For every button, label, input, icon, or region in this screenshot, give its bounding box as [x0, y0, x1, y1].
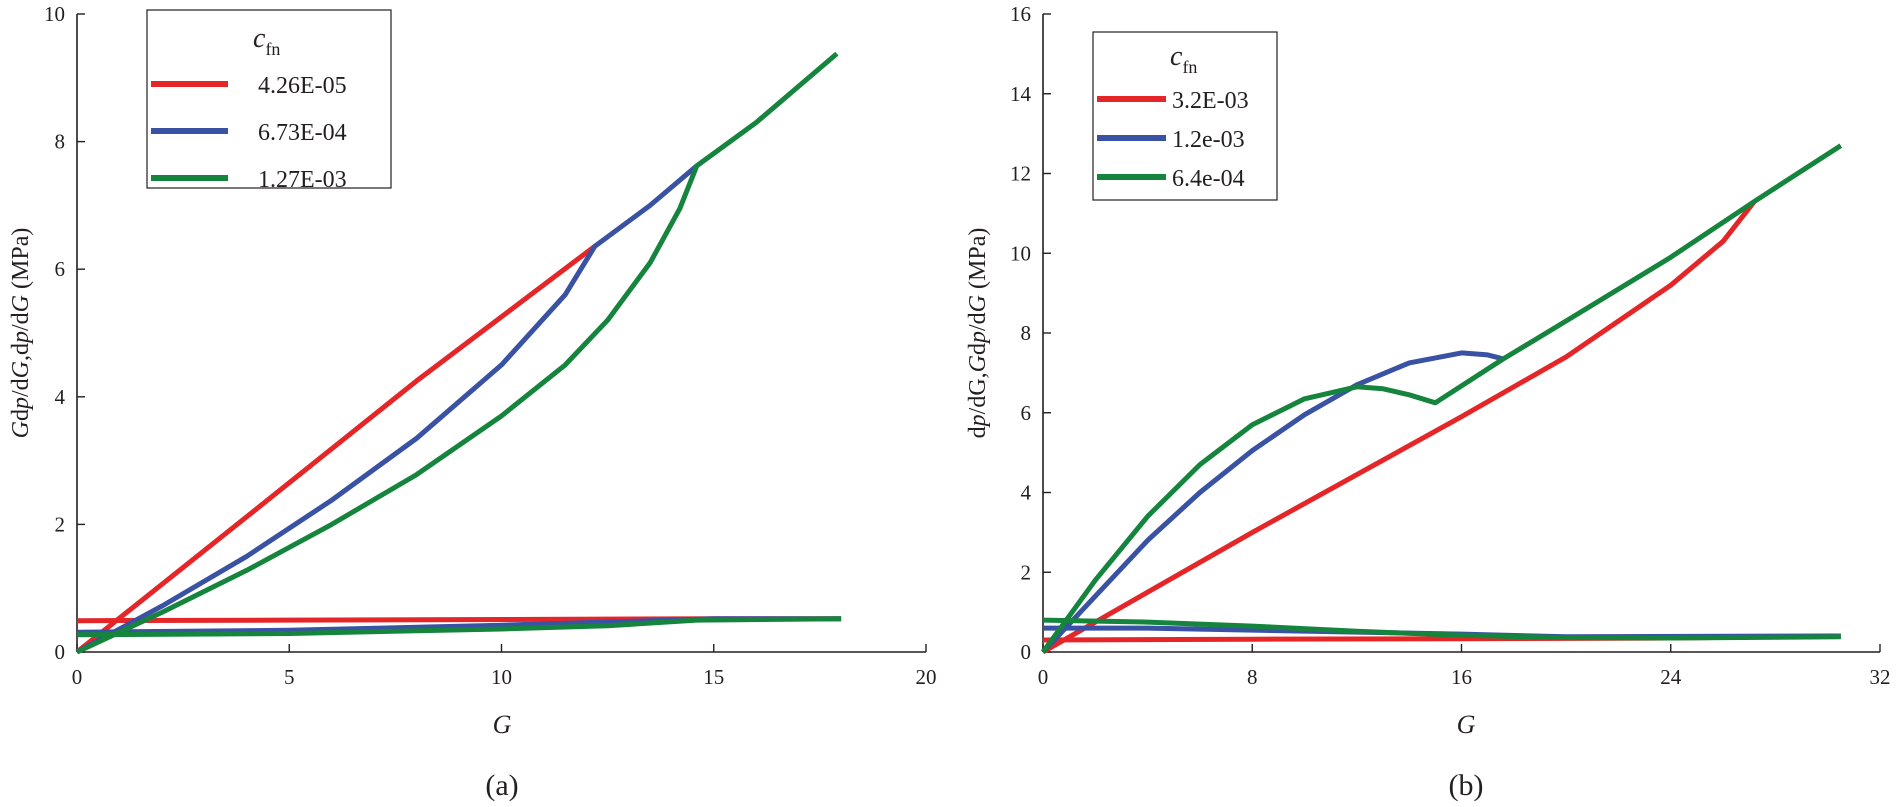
y-axis-title: dp/dG,Gdp/dG (MPa) [965, 228, 991, 439]
x-axis-title: G [1457, 710, 1476, 739]
x-tick-label: 20 [916, 665, 937, 689]
panel-label: (a) [485, 769, 518, 802]
x-tick-label: 10 [491, 665, 512, 689]
x-tick-label: 32 [1870, 665, 1891, 689]
series-line-green-upper [75, 51, 839, 655]
legend-entry-label: 6.4e-04 [1172, 166, 1245, 192]
chart-panel-a: 0 2 4 6 8 10 0 5 10 15 20 cfn 4.26E-05 6.73E-04 1.27E-… [8, 2, 937, 802]
legend-entry-label: 3.2E-03 [1172, 88, 1249, 114]
series-line-blue-upper [75, 163, 699, 655]
y-tick-label: 10 [44, 2, 65, 26]
y-tick-label: 0 [1021, 640, 1032, 664]
legend-box [1092, 31, 1278, 201]
y-tick-label: 6 [55, 257, 66, 281]
y-tick-label: 4 [55, 385, 66, 409]
y-tick-label: 4 [1021, 481, 1032, 505]
y-tick-label: 0 [55, 640, 66, 664]
series-line-red-upper [1041, 199, 1757, 655]
series-line-green-lower [1042, 617, 1841, 641]
y-tick-label: 10 [1010, 241, 1031, 265]
y-tick-label: 2 [55, 512, 66, 536]
y-tick-label: 6 [1021, 401, 1032, 425]
y-tick-label: 12 [1010, 162, 1031, 186]
x-tick-label: 8 [1247, 665, 1258, 689]
x-tick-label: 24 [1660, 665, 1682, 689]
series-line-blue-upper [1041, 350, 1504, 654]
x-tick-label: 0 [72, 665, 83, 689]
y-axis-title: Gdp/dG,dp/dG (MPa) [8, 228, 34, 439]
y-tick-label: 8 [1021, 321, 1032, 345]
legend-entry-label: 1.2e-03 [1172, 127, 1245, 153]
legend-title: cfn [253, 23, 280, 59]
series-line-green-upper [1040, 143, 1843, 654]
panel-label: (b) [1449, 769, 1484, 802]
x-tick-label: 15 [703, 665, 724, 689]
legend-entry-label: 6.73E-04 [258, 120, 347, 146]
x-axis-title: G [493, 710, 512, 739]
series-line-green-lower [76, 616, 842, 638]
y-tick-label: 8 [55, 130, 66, 154]
x-tick-label: 16 [1451, 665, 1472, 689]
series-line-red-upper [75, 244, 597, 654]
x-tick-label: 0 [1038, 665, 1049, 689]
legend-entry-label: 4.26E-05 [258, 73, 347, 99]
y-tick-label: 14 [1010, 82, 1032, 106]
legend-box [146, 9, 392, 189]
y-tick-label: 16 [1010, 2, 1031, 26]
x-tick-label: 5 [284, 665, 295, 689]
legend-entry-label: 1.27E-03 [258, 167, 347, 193]
y-tick-label: 2 [1021, 560, 1032, 584]
legend-title: cfn [1170, 41, 1197, 77]
